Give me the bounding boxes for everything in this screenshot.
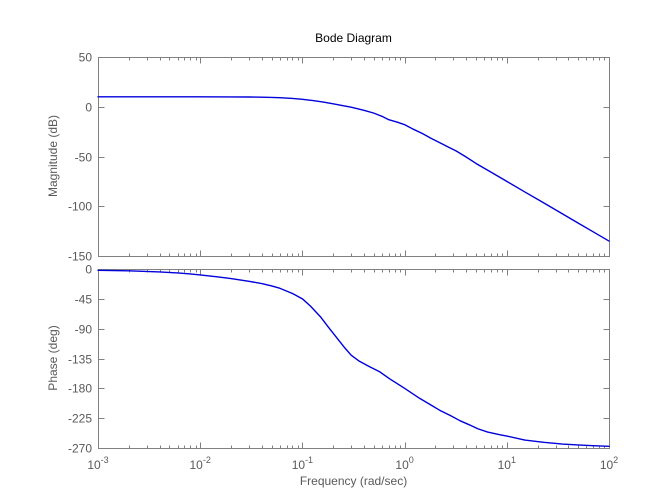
magnitude-ytick-label: -50 bbox=[75, 151, 93, 165]
phase-ytick-label: -135 bbox=[68, 353, 92, 367]
magnitude-ytick-label: -100 bbox=[68, 200, 92, 214]
xtick-label: 10-3 bbox=[87, 455, 108, 472]
magnitude-ytick-label: 0 bbox=[85, 101, 92, 115]
phase-ytick-label: -45 bbox=[75, 293, 93, 307]
xtick-label: 10-2 bbox=[190, 455, 211, 472]
magnitude-plot-area: 50 0 -50 -100 -150 bbox=[68, 51, 610, 264]
magnitude-curve bbox=[97, 96, 610, 242]
chart-title: Bode Diagram bbox=[315, 31, 392, 45]
phase-ytick-label: -225 bbox=[68, 412, 92, 426]
magnitude-ytick-label: 50 bbox=[79, 51, 93, 65]
frequency-axis-label: Frequency (rad/sec) bbox=[299, 474, 408, 488]
xtick-label: 100 bbox=[395, 455, 413, 472]
phase-curve bbox=[97, 269, 610, 448]
phase-ytick-label: -270 bbox=[68, 442, 92, 456]
phase-ytick-label: 0 bbox=[85, 263, 92, 277]
xtick-label: 101 bbox=[498, 455, 516, 472]
phase-ytick-label: -180 bbox=[68, 382, 92, 396]
magnitude-ytick-label: -150 bbox=[68, 250, 92, 264]
phase-plot-area: 0 -45 -90 -135 -180 -225 -270 bbox=[68, 263, 610, 456]
phase-ytick-label: -90 bbox=[75, 323, 93, 337]
xtick-label: 10-1 bbox=[292, 455, 313, 472]
xtick-label: 102 bbox=[600, 455, 618, 472]
